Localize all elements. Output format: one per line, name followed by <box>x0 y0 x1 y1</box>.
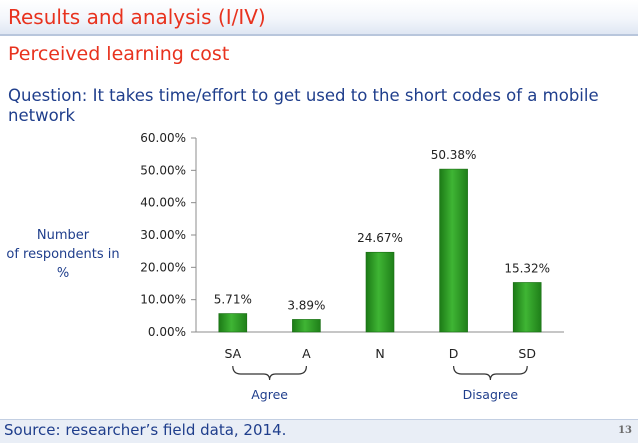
header-divider <box>0 34 638 36</box>
bar-n <box>365 251 395 333</box>
data-label-a: 3.89% <box>287 298 325 312</box>
x-tick-label-n: N <box>375 346 384 361</box>
header-band <box>0 0 638 34</box>
group-bracket-agree <box>232 365 307 381</box>
data-label-sd: 15.32% <box>504 261 550 275</box>
slide-subtitle: Perceived learning cost <box>8 43 230 65</box>
x-tick-label-sd: SD <box>518 346 536 361</box>
page-number: 13 <box>618 425 632 436</box>
slide-title: Results and analysis (I/IV) <box>8 5 266 29</box>
data-label-sa: 5.71% <box>214 293 252 307</box>
y-axis-label-line-2: of respondents in <box>6 247 120 262</box>
y-tick-label: 30.00% <box>140 228 186 242</box>
y-tick-label: 20.00% <box>140 260 186 274</box>
question-text: Question: It takes time/effort to get us… <box>8 86 599 125</box>
bar-a <box>292 319 321 333</box>
footer-band <box>0 419 638 443</box>
x-tick-label-sa: SA <box>224 346 241 361</box>
y-tick-label: 40.00% <box>140 196 186 210</box>
bar-d <box>439 168 468 333</box>
y-axis-label-line-3: % <box>56 266 70 281</box>
y-tick-label: 0.00% <box>148 325 186 339</box>
group-label-disagree: Disagree <box>463 387 519 402</box>
y-tick-label: 10.00% <box>140 293 186 307</box>
x-tick-label-a: A <box>302 346 311 361</box>
data-label-n: 24.67% <box>357 231 403 245</box>
x-tick-label-d: D <box>449 346 459 361</box>
y-tick-label: 50.00% <box>140 163 186 177</box>
bar-sd <box>512 282 542 333</box>
y-axis-label-line-1: Number <box>36 228 90 243</box>
y-axis-label: Number of respondents in % <box>4 226 122 283</box>
data-label-d: 50.38% <box>431 148 477 162</box>
bar-sa <box>218 313 248 333</box>
group-bracket-disagree <box>453 365 528 381</box>
y-tick-label: 60.00% <box>140 131 186 145</box>
source-note: Source: researcher’s field data, 2014. <box>4 421 287 439</box>
group-label-agree: Agree <box>251 387 288 402</box>
